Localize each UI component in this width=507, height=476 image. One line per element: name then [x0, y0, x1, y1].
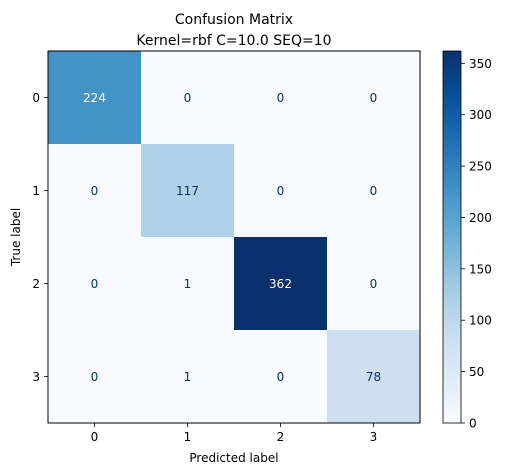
y-tick-label-2: 2 — [32, 277, 40, 291]
heatmap-cell-r0-c3 — [327, 51, 421, 145]
heatmap-cells — [48, 51, 421, 424]
chart-title: Confusion Matrix Kernel=rbf C=10.0 SEQ=1… — [136, 12, 331, 49]
heatmap-cell-r3-c3 — [327, 330, 421, 424]
colorbar: 0 50 100 150 200 250 300 350 — [442, 50, 492, 431]
heatmap-cell-r3-c0 — [48, 330, 142, 424]
cell-value-r3-c3: 78 — [366, 370, 381, 384]
cell-value-labels: 224 0 0 0 0 117 0 0 0 1 362 0 0 1 0 78 — [83, 91, 381, 384]
cell-value-r1-c1: 117 — [176, 184, 199, 198]
heatmap-cell-r3-c2 — [234, 330, 328, 424]
colorbar-ticks: 0 50 100 150 200 250 300 350 — [461, 57, 492, 431]
cell-value-r2-c3: 0 — [370, 277, 378, 291]
colorbar-tick-label-7: 350 — [469, 57, 492, 71]
cell-value-r3-c2: 0 — [277, 370, 285, 384]
heatmap-cell-r1-c0 — [48, 144, 142, 238]
cell-value-r2-c1: 1 — [184, 277, 192, 291]
y-axis-label: True label — [9, 208, 23, 267]
heatmap-cell-r0-c0 — [48, 51, 142, 145]
cell-value-r0-c1: 0 — [184, 91, 192, 105]
cell-value-r2-c0: 0 — [91, 277, 99, 291]
y-axis-ticks: 0 1 2 3 — [32, 91, 48, 384]
chart-title-line-2: Kernel=rbf C=10.0 SEQ=10 — [136, 33, 331, 49]
heatmap-cell-r1-c2 — [234, 144, 328, 238]
chart-title-line-1: Confusion Matrix — [175, 12, 293, 28]
cell-value-r3-c1: 1 — [184, 370, 192, 384]
y-tick-label-1: 1 — [32, 184, 40, 198]
heatmap-cell-r2-c3 — [327, 237, 421, 331]
cell-value-r1-c3: 0 — [370, 184, 378, 198]
heatmap-cell-r1-c3 — [327, 144, 421, 238]
x-tick-label-1: 1 — [184, 430, 192, 444]
heatmap-cell-r0-c1 — [141, 51, 235, 145]
plot-frame — [47, 50, 421, 424]
x-tick-label-2: 2 — [277, 430, 285, 444]
colorbar-tick-label-6: 300 — [469, 108, 492, 122]
cell-value-r1-c2: 0 — [277, 184, 285, 198]
heatmap-cell-r0-c2 — [234, 51, 328, 145]
cell-value-r0-c3: 0 — [370, 91, 378, 105]
y-tick-label-3: 3 — [32, 370, 40, 384]
cell-value-r1-c0: 0 — [91, 184, 99, 198]
cell-value-r0-c0: 224 — [83, 91, 106, 105]
colorbar-tick-label-0: 0 — [469, 417, 477, 431]
colorbar-gradient — [442, 50, 462, 424]
colorbar-tick-label-3: 150 — [469, 262, 492, 276]
colorbar-tick-label-4: 200 — [469, 211, 492, 225]
heatmap-cell-r2-c2 — [234, 237, 328, 331]
cell-value-r0-c2: 0 — [277, 91, 285, 105]
x-axis-label: Predicted label — [189, 451, 278, 465]
cell-value-r2-c2: 362 — [269, 277, 292, 291]
x-axis-ticks: 0 1 2 3 — [91, 423, 378, 444]
cell-value-r3-c0: 0 — [91, 370, 99, 384]
heatmap-cell-r3-c1 — [141, 330, 235, 424]
colorbar-tick-label-5: 250 — [469, 160, 492, 174]
x-tick-label-3: 3 — [370, 430, 378, 444]
colorbar-tick-label-1: 50 — [469, 365, 484, 379]
y-tick-label-0: 0 — [32, 91, 40, 105]
heatmap-cell-r2-c1 — [141, 237, 235, 331]
colorbar-tick-label-2: 100 — [469, 314, 492, 328]
x-tick-label-0: 0 — [91, 430, 99, 444]
heatmap-cell-r2-c0 — [48, 237, 142, 331]
heatmap-cell-r1-c1 — [141, 144, 235, 238]
